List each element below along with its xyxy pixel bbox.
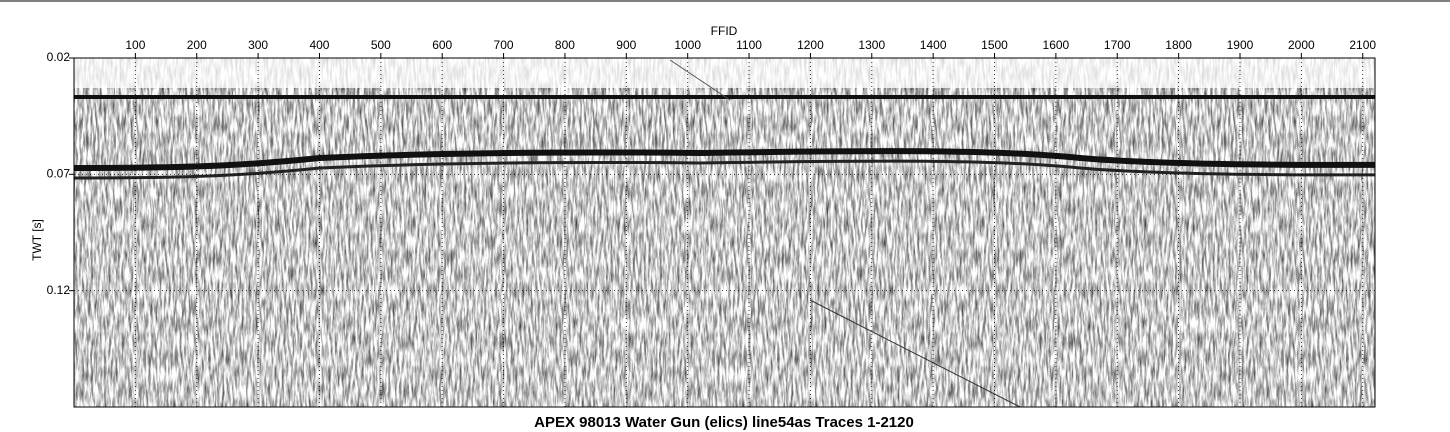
x-tick-label: 2100 [1349, 38, 1376, 52]
x-tick-label: 500 [371, 38, 391, 52]
x-tick-label: 700 [494, 38, 514, 52]
x-tick-label: 2000 [1288, 38, 1315, 52]
x-tick-label: 200 [187, 38, 207, 52]
x-tick-label: 1100 [736, 38, 762, 52]
chart-title: APEX 98013 Water Gun (elics) line54as Tr… [534, 414, 914, 431]
x-tick-label: 1200 [797, 38, 824, 52]
x-tick-label: 1500 [981, 38, 1008, 52]
x-tick-label: 900 [616, 38, 636, 52]
y-tick-label: 0.07 [47, 167, 71, 181]
x-tick-label: 400 [309, 38, 329, 52]
y-tick-label: 0.12 [47, 283, 71, 297]
x-tick-label: 1000 [674, 38, 701, 52]
x-tick-label: 1300 [858, 38, 885, 52]
x-tick-label: 1400 [920, 38, 947, 52]
x-tick-label: 1700 [1104, 38, 1131, 52]
x-axis-label: FFID [711, 24, 738, 38]
x-tick-label: 1600 [1043, 38, 1070, 52]
y-axis-label: TWT [s] [30, 219, 44, 261]
x-tick-label: 600 [432, 38, 452, 52]
x-tick-label: 1900 [1227, 38, 1254, 52]
seismic-image [74, 58, 1375, 407]
plot-frame [73, 57, 1376, 408]
x-tick-label: 800 [555, 38, 575, 52]
x-tick-label: 1800 [1165, 38, 1192, 52]
y-tick-label: 0.02 [47, 50, 71, 64]
x-tick-label: 100 [125, 38, 145, 52]
x-tick-label: 300 [248, 38, 268, 52]
